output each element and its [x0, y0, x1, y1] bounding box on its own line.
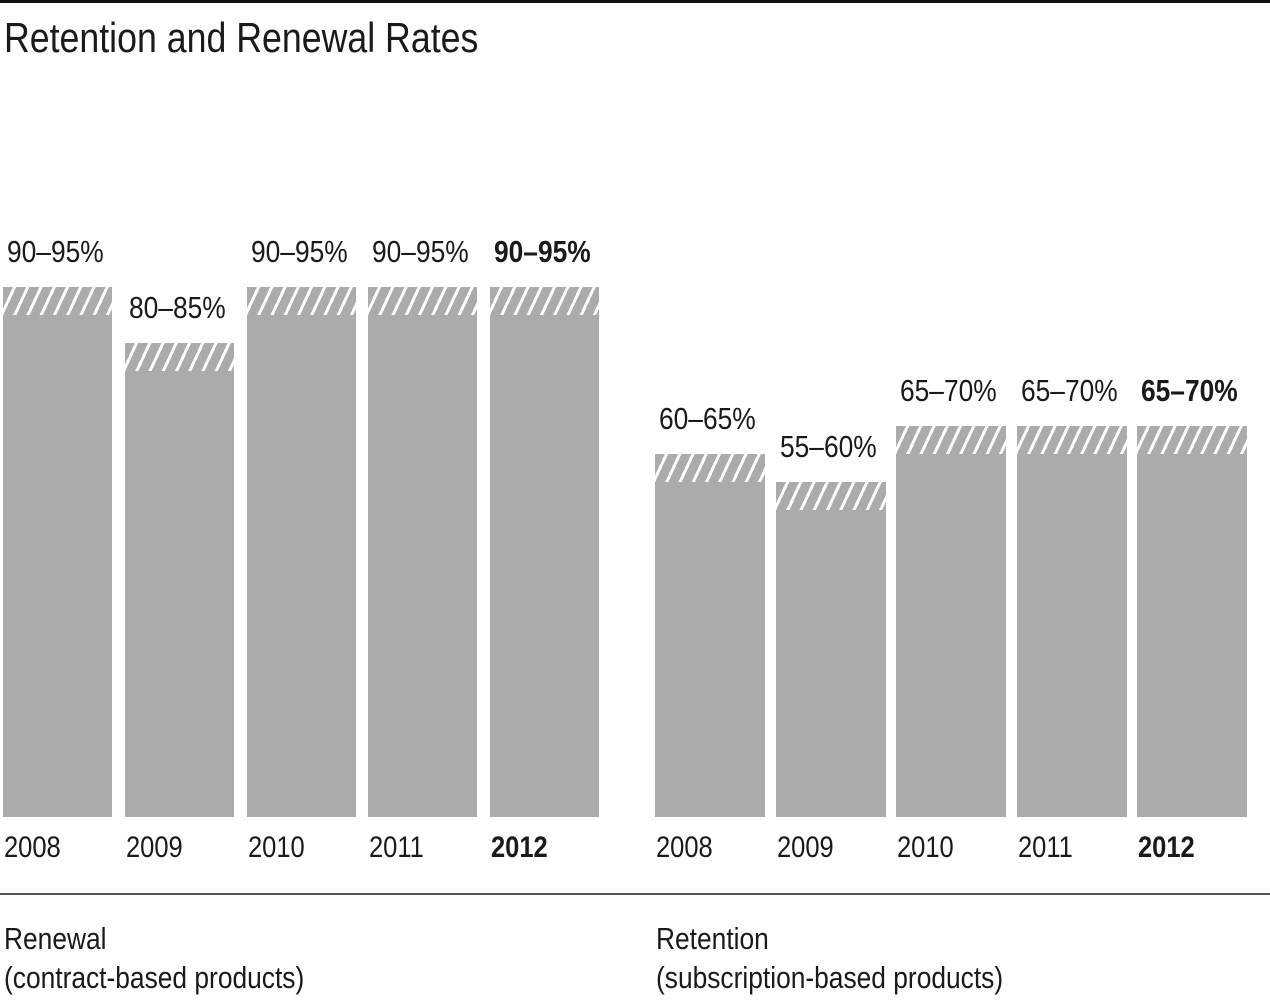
page-title: Retention and Renewal Rates	[4, 14, 562, 62]
bar-retention-2008	[655, 454, 765, 817]
bar-retention-2010	[896, 426, 1006, 817]
year-label-renewal-2011: 2011	[369, 833, 434, 863]
bar-value-label-retention-2010: 65–70%	[900, 375, 1014, 406]
bar-hatch-range-retention-2012	[1137, 426, 1247, 454]
bar-value-text: 65–70%	[1020, 373, 1118, 408]
bar-value-text: 65–70%	[900, 373, 997, 408]
year-text: 2012	[1138, 831, 1195, 864]
year-text: 2009	[776, 831, 834, 864]
bar-value-text: 90–95%	[250, 234, 348, 269]
year-text: 2010	[897, 831, 954, 864]
bar-renewal-2010	[246, 287, 356, 817]
bar-renewal-2011	[368, 287, 478, 817]
bar-retention-2009	[775, 482, 886, 817]
year-label-retention-2011: 2011	[1018, 833, 1083, 863]
caption-retention: Retention (subscription-based products)	[656, 919, 1064, 997]
bar-value-text: 65–70%	[1141, 373, 1238, 408]
bar-hatch-range-renewal-2012	[490, 287, 599, 315]
bar-hatch-range-retention-2008	[655, 454, 765, 482]
year-label-renewal-2010: 2010	[248, 833, 315, 863]
bar-value-label-retention-2009: 55–60%	[780, 431, 894, 462]
caption-renewal-title: Renewal	[4, 921, 107, 956]
bar-hatch-range-renewal-2011	[368, 287, 478, 315]
bar-value-label-renewal-2008: 90–95%	[7, 236, 121, 267]
bar-renewal-2008	[3, 287, 112, 817]
bar-value-label-retention-2008: 60–65%	[659, 403, 773, 434]
year-text: 2008	[656, 831, 713, 864]
year-label-retention-2008: 2008	[656, 833, 723, 863]
year-text: 2011	[369, 831, 425, 864]
bar-hatch-range-retention-2010	[896, 426, 1006, 454]
year-text: 2009	[125, 831, 183, 864]
top-border-line	[0, 0, 1270, 3]
divider-line	[0, 893, 1270, 895]
caption-renewal: Renewal (contract-based products)	[4, 919, 357, 997]
bar-value-text: 55–60%	[779, 429, 877, 464]
bar-value-label-retention-2012: 65–70%	[1141, 375, 1255, 406]
bar-hatch-range-retention-2009	[775, 482, 886, 510]
bar-value-label-renewal-2009: 80–85%	[129, 292, 243, 323]
year-text: 2012	[491, 831, 548, 864]
caption-renewal-subtitle: (contract-based products)	[4, 960, 305, 995]
bar-retention-2011	[1016, 426, 1127, 817]
bar-value-label-renewal-2011: 90–95%	[372, 236, 486, 267]
bar-hatch-range-renewal-2008	[3, 287, 112, 315]
bar-value-text: 90–95%	[372, 234, 469, 269]
year-label-renewal-2009: 2009	[126, 833, 193, 863]
bar-value-text: 90–95%	[7, 234, 104, 269]
bar-renewal-2012	[490, 287, 599, 817]
caption-retention-title: Retention	[656, 921, 769, 956]
bar-value-text: 60–65%	[659, 401, 756, 436]
bar-value-label-renewal-2012: 90–95%	[494, 236, 608, 267]
bar-hatch-range-renewal-2010	[246, 287, 356, 315]
year-text: 2008	[4, 831, 61, 864]
year-text: 2010	[247, 831, 305, 864]
year-label-retention-2010: 2010	[897, 833, 964, 863]
year-text: 2011	[1017, 831, 1073, 864]
bar-value-label-retention-2011: 65–70%	[1021, 375, 1135, 406]
bar-hatch-range-renewal-2009	[124, 343, 234, 371]
bar-renewal-2009	[124, 343, 234, 817]
year-label-renewal-2008: 2008	[4, 833, 71, 863]
year-label-retention-2012: 2012	[1138, 833, 1205, 863]
year-label-retention-2009: 2009	[777, 833, 844, 863]
page-title-text: Retention and Renewal Rates	[4, 14, 479, 61]
bar-value-text: 80–85%	[128, 290, 226, 325]
bar-value-label-renewal-2010: 90–95%	[251, 236, 365, 267]
bar-value-text: 90–95%	[494, 234, 591, 269]
bar-hatch-range-retention-2011	[1016, 426, 1127, 454]
caption-retention-subtitle: (subscription-based products)	[656, 960, 1004, 995]
bar-retention-2012	[1137, 426, 1247, 817]
year-label-renewal-2012: 2012	[491, 833, 558, 863]
